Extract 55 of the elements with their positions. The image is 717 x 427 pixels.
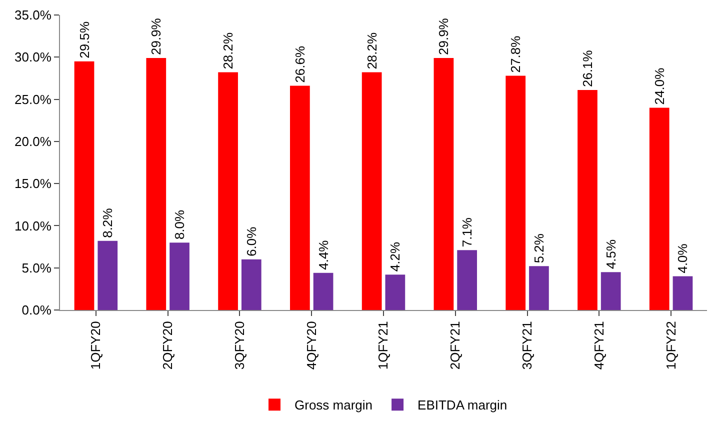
data-label: 6.0% (244, 226, 259, 256)
x-tick-label: 4QFY21 (591, 321, 606, 370)
y-tick-label: 0.0% (22, 302, 52, 318)
data-label: 24.0% (652, 67, 667, 105)
legend-label: Gross margin (294, 398, 373, 413)
y-tick-label: 10.0% (14, 218, 52, 234)
bar (170, 242, 190, 310)
data-label: 8.2% (100, 208, 116, 238)
bar (74, 61, 94, 310)
x-tick-label: 1QFY22 (663, 321, 678, 370)
y-tick-label: 35.0% (14, 8, 52, 23)
data-label: 26.1% (580, 50, 595, 88)
data-label: 26.6% (292, 46, 308, 83)
data-label: 5.2% (531, 233, 546, 264)
bar (146, 58, 166, 310)
bar (578, 90, 598, 310)
x-tick-label: 3QFY20 (232, 321, 247, 370)
y-tick-label: 25.0% (14, 92, 52, 107)
data-label: 29.9% (436, 18, 452, 55)
bar (457, 250, 477, 310)
data-label: 4.5% (603, 239, 618, 270)
x-tick-label: 1QFY20 (88, 321, 104, 370)
bar (218, 72, 238, 310)
data-label: 29.5% (76, 21, 92, 58)
data-label: 28.2% (220, 32, 236, 70)
data-label: 4.2% (388, 242, 403, 272)
data-label: 7.1% (460, 217, 475, 248)
data-label: 28.2% (364, 32, 380, 70)
bar (313, 272, 334, 310)
legend-label: EBITDA margin (418, 398, 508, 413)
x-tick-label: 2QFY21 (448, 321, 463, 370)
data-label: 27.8% (508, 35, 524, 73)
bar (241, 259, 262, 310)
bar (600, 272, 621, 310)
data-label: 4.4% (316, 240, 331, 270)
data-label: 4.0% (675, 243, 690, 274)
bar (290, 86, 310, 310)
bar (506, 76, 526, 310)
data-label: 8.0% (172, 210, 188, 240)
y-tick-label: 30.0% (14, 50, 52, 65)
x-tick-label: 4QFY20 (304, 321, 319, 370)
y-tick-label: 5.0% (22, 260, 52, 276)
bar (529, 266, 549, 310)
data-label: 29.9% (148, 18, 164, 55)
bar (434, 58, 454, 310)
bar (385, 274, 406, 310)
bar (362, 72, 382, 310)
x-tick-label: 3QFY21 (520, 321, 535, 370)
bar (672, 276, 693, 310)
y-tick-label: 20.0% (14, 134, 52, 149)
y-tick-label: 15.0% (14, 176, 52, 192)
bar (649, 108, 670, 310)
bar (98, 240, 118, 310)
x-tick-label: 2QFY20 (160, 321, 176, 370)
x-tick-label: 1QFY21 (376, 321, 391, 370)
